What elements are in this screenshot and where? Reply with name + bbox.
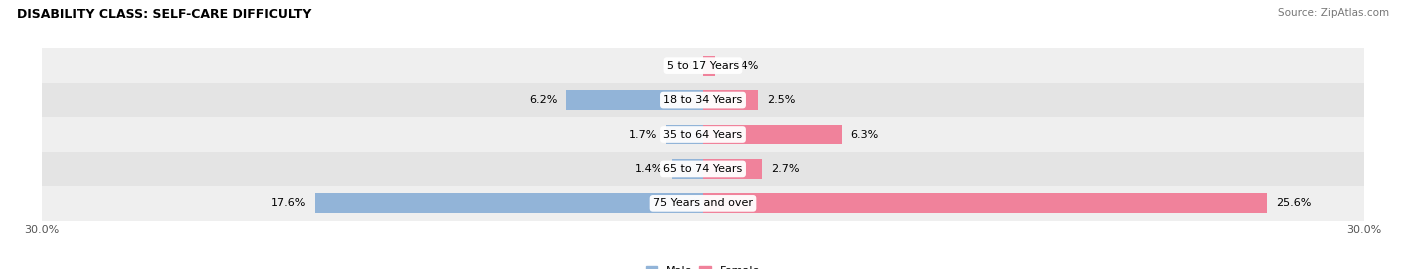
Text: 17.6%: 17.6% <box>271 198 307 208</box>
Text: 35 to 64 Years: 35 to 64 Years <box>664 129 742 140</box>
Text: 2.7%: 2.7% <box>772 164 800 174</box>
Bar <box>315 193 703 213</box>
Text: 1.4%: 1.4% <box>636 164 664 174</box>
Text: 2.5%: 2.5% <box>766 95 796 105</box>
Bar <box>42 186 1364 221</box>
Bar <box>567 90 703 110</box>
Text: 6.3%: 6.3% <box>851 129 879 140</box>
Bar <box>42 48 1364 83</box>
Legend: Male, Female: Male, Female <box>641 261 765 269</box>
Text: 0.54%: 0.54% <box>724 61 759 71</box>
Text: 25.6%: 25.6% <box>1275 198 1310 208</box>
Bar <box>703 125 842 144</box>
Text: 65 to 74 Years: 65 to 74 Years <box>664 164 742 174</box>
Bar <box>703 56 714 76</box>
Bar <box>42 83 1364 117</box>
Text: 75 Years and over: 75 Years and over <box>652 198 754 208</box>
Text: Source: ZipAtlas.com: Source: ZipAtlas.com <box>1278 8 1389 18</box>
Bar <box>703 159 762 179</box>
Text: 18 to 34 Years: 18 to 34 Years <box>664 95 742 105</box>
Text: 1.7%: 1.7% <box>628 129 657 140</box>
Text: 5 to 17 Years: 5 to 17 Years <box>666 61 740 71</box>
Bar <box>672 159 703 179</box>
Text: DISABILITY CLASS: SELF-CARE DIFFICULTY: DISABILITY CLASS: SELF-CARE DIFFICULTY <box>17 8 311 21</box>
Bar <box>703 193 1267 213</box>
Bar <box>42 117 1364 152</box>
Bar <box>665 125 703 144</box>
Text: 0.0%: 0.0% <box>666 61 695 71</box>
Bar <box>42 152 1364 186</box>
Bar <box>703 90 758 110</box>
Text: 6.2%: 6.2% <box>529 95 558 105</box>
